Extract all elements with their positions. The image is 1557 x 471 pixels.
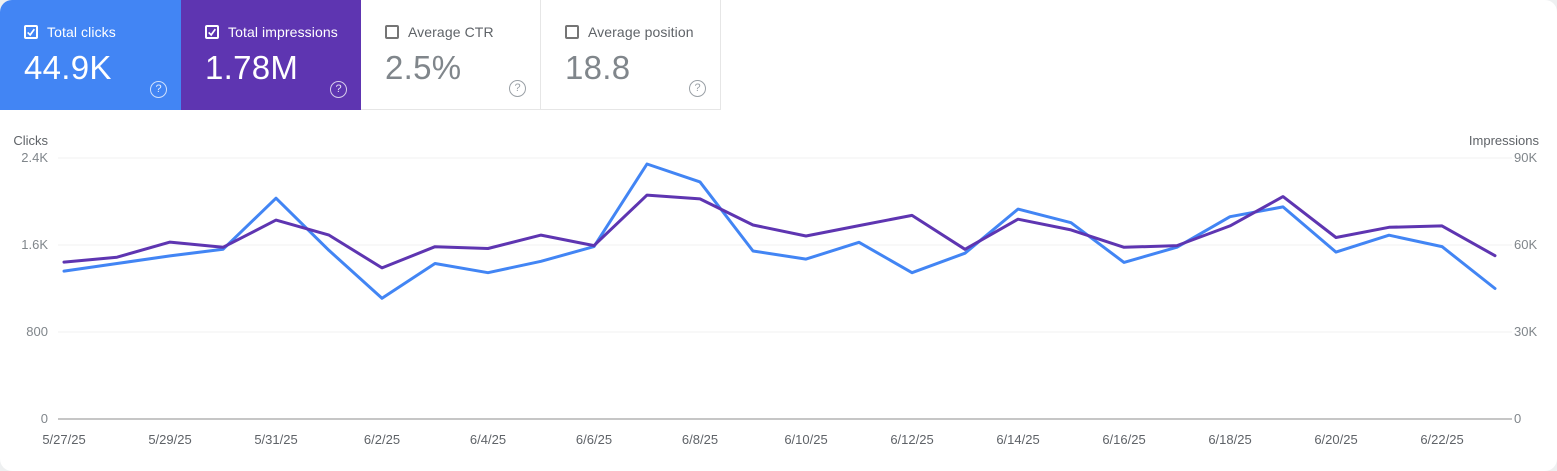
card-total-clicks[interactable]: Total clicks 44.9K ? xyxy=(0,0,181,110)
x-axis-date-label: 5/27/25 xyxy=(42,432,85,447)
checkmark-icon xyxy=(27,28,36,37)
x-axis-date-label: 6/8/25 xyxy=(682,432,718,447)
card-label: Average position xyxy=(588,24,694,40)
right-axis-tick-label: 30K xyxy=(1514,324,1537,339)
left-axis-title: Clicks xyxy=(13,133,48,148)
right-axis-tick-label: 60K xyxy=(1514,237,1537,252)
impressions-line xyxy=(62,193,1497,270)
checkmark-icon xyxy=(208,28,217,37)
right-axis-tick-label: 0 xyxy=(1514,411,1521,426)
x-axis-date-label: 6/4/25 xyxy=(470,432,506,447)
checkbox-checked-icon[interactable] xyxy=(24,25,38,39)
right-axis-title: Impressions xyxy=(1469,133,1540,148)
card-value: 1.78M xyxy=(205,49,299,86)
card-value: 18.8 xyxy=(565,49,631,86)
right-axis-tick-label: 90K xyxy=(1514,150,1537,165)
x-axis-date-label: 6/14/25 xyxy=(996,432,1039,447)
card-label: Total clicks xyxy=(47,24,116,40)
help-icon[interactable]: ? xyxy=(509,80,526,97)
x-axis-date-label: 6/12/25 xyxy=(890,432,933,447)
help-icon[interactable]: ? xyxy=(150,81,167,98)
x-axis-date-label: 6/22/25 xyxy=(1420,432,1463,447)
card-average-position[interactable]: Average position 18.8 ? xyxy=(541,0,721,110)
card-label: Average CTR xyxy=(408,24,494,40)
metric-cards-row: Total clicks 44.9K ? Total impressions 1… xyxy=(0,0,721,110)
x-axis-date-label: 6/2/25 xyxy=(364,432,400,447)
card-value: 2.5% xyxy=(385,49,462,86)
checkbox-unchecked-icon[interactable] xyxy=(385,25,399,39)
checkbox-unchecked-icon[interactable] xyxy=(565,25,579,39)
left-axis-tick-label: 800 xyxy=(26,324,48,339)
left-axis-tick-label: 0 xyxy=(41,411,48,426)
x-axis-date-label: 5/29/25 xyxy=(148,432,191,447)
x-axis-date-label: 6/10/25 xyxy=(784,432,827,447)
card-label: Total impressions xyxy=(228,24,338,40)
x-axis-date-label: 6/20/25 xyxy=(1314,432,1357,447)
x-axis-date-label: 5/31/25 xyxy=(254,432,297,447)
x-axis-date-label: 6/18/25 xyxy=(1208,432,1251,447)
x-axis-date-label: 6/16/25 xyxy=(1102,432,1145,447)
help-icon[interactable]: ? xyxy=(330,81,347,98)
help-icon[interactable]: ? xyxy=(689,80,706,97)
left-axis-tick-label: 1.6K xyxy=(21,237,48,252)
x-axis-date-label: 6/6/25 xyxy=(576,432,612,447)
card-average-ctr[interactable]: Average CTR 2.5% ? xyxy=(361,0,541,110)
card-value: 44.9K xyxy=(24,49,112,86)
left-axis-tick-label: 2.4K xyxy=(21,150,48,165)
card-total-impressions[interactable]: Total impressions 1.78M ? xyxy=(181,0,361,110)
checkbox-checked-icon[interactable] xyxy=(205,25,219,39)
